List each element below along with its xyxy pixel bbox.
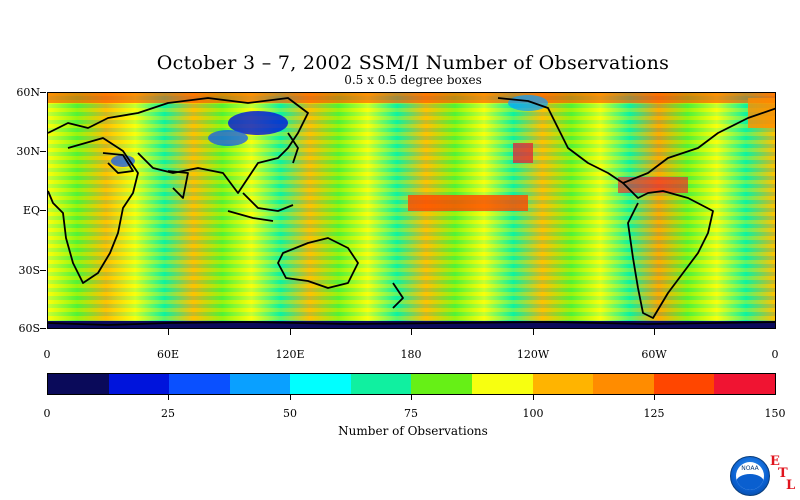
noaa-logo-text: NOAA	[741, 465, 759, 472]
lat-label-60n: 60N	[16, 86, 40, 99]
noaa-logo-icon: NOAA	[730, 456, 770, 496]
colorbar-tick	[411, 395, 412, 400]
lon-tick	[168, 329, 169, 335]
lat-tick	[40, 328, 46, 329]
lon-tick	[654, 329, 655, 335]
colorbar	[47, 373, 776, 395]
lat-tick	[40, 210, 46, 211]
colorbar-segment-11	[714, 374, 775, 394]
colorbar-segment-7	[472, 374, 533, 394]
colorbar-segment-0	[48, 374, 109, 394]
lon-label-180: 180	[400, 348, 422, 361]
lon-label-60w: 60W	[641, 348, 667, 361]
colorbar-title: Number of Observations	[338, 424, 488, 438]
colorbar-label-50: 50	[283, 407, 297, 420]
colorbar-segment-5	[350, 374, 412, 394]
colorbar-segment-6	[411, 374, 473, 394]
colorbar-tick	[290, 395, 291, 400]
colorbar-label-75: 75	[404, 407, 418, 420]
etl-letter-e: E	[770, 454, 780, 469]
colorbar-label-125: 125	[643, 407, 665, 420]
colorbar-segment-4	[290, 374, 351, 394]
lon-tick	[533, 329, 534, 335]
colorbar-segment-3	[229, 374, 291, 394]
colorbar-segment-9	[593, 374, 654, 394]
colorbar-segment-8	[532, 374, 594, 394]
colorbar-segment-1	[108, 374, 170, 394]
colorbar-label-100: 100	[522, 407, 544, 420]
colorbar-tick	[533, 395, 534, 400]
lat-label-30n: 30N	[16, 145, 40, 158]
observation-map	[47, 92, 776, 329]
lon-label-120e: 120E	[275, 348, 305, 361]
colorbar-label-0: 0	[43, 407, 51, 420]
lon-label-120w: 120W	[516, 348, 550, 361]
lat-label-60s: 60S	[18, 322, 40, 335]
colorbar-segment-10	[653, 374, 715, 394]
colorbar-label-25: 25	[161, 407, 175, 420]
colorbar-segment-2	[169, 374, 230, 394]
lat-tick	[40, 92, 46, 93]
colorbar-tick	[168, 395, 169, 400]
lat-tick	[40, 151, 46, 152]
lat-label-30s: 30S	[18, 264, 40, 277]
etl-letter-t: T	[778, 466, 788, 481]
map-subtitle: 0.5 x 0.5 degree boxes	[344, 73, 482, 87]
lon-label-60e: 60E	[156, 348, 180, 361]
lon-label-0-end: 0	[771, 348, 779, 361]
lat-tick	[40, 270, 46, 271]
etl-letter-l: L	[786, 478, 796, 493]
colorbar-label-150: 150	[764, 407, 786, 420]
lat-label-eq: EQ	[22, 204, 40, 217]
lon-label-0: 0	[43, 348, 51, 361]
colorbar-tick	[654, 395, 655, 400]
map-title: October 3 – 7, 2002 SSM/I Number of Obse…	[156, 52, 670, 74]
lon-tick	[290, 329, 291, 335]
lon-tick	[411, 329, 412, 335]
coastline-overlay	[48, 93, 775, 328]
